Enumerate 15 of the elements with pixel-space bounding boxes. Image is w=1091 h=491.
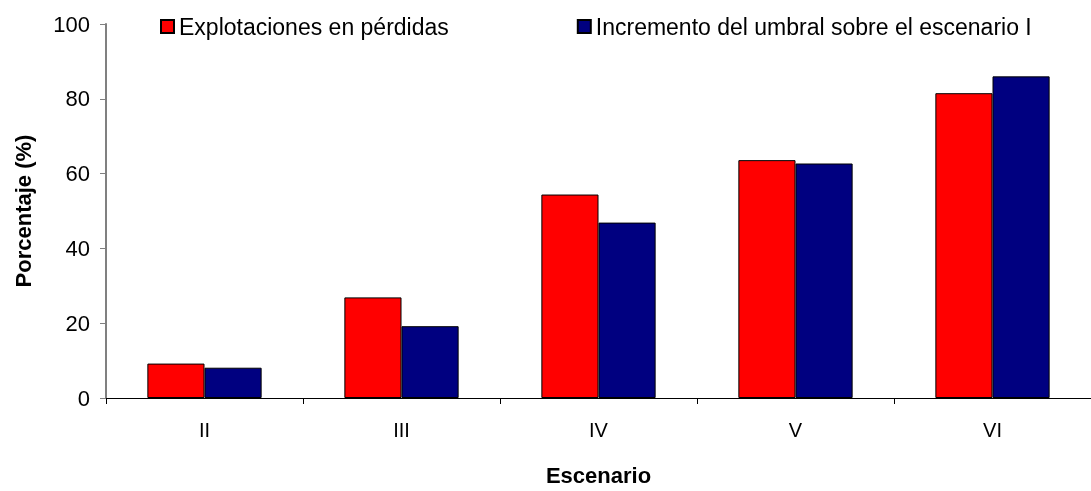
x-tick-label: VI [983, 419, 1002, 441]
y-tick-label: 60 [65, 161, 90, 187]
y-tick-label: 40 [65, 235, 90, 261]
x-tick-label: II [198, 419, 211, 441]
x-tick-label: V [788, 419, 803, 441]
x-tick-label: III [393, 419, 410, 441]
y-axis-title: Porcentaje (%) [10, 134, 36, 288]
y-tick-label: 0 [77, 385, 90, 411]
y-tick-label: 20 [65, 310, 90, 336]
legend-label: Incremento del umbral sobre el escenario I [595, 13, 1032, 40]
x-tick-label: IV [589, 419, 609, 441]
legend-label: Explotaciones en pérdidas [179, 13, 449, 40]
x-axis-title: Escenario [545, 462, 652, 488]
y-tick-label: 80 [65, 86, 90, 112]
y-tick-label: 100 [53, 11, 90, 37]
